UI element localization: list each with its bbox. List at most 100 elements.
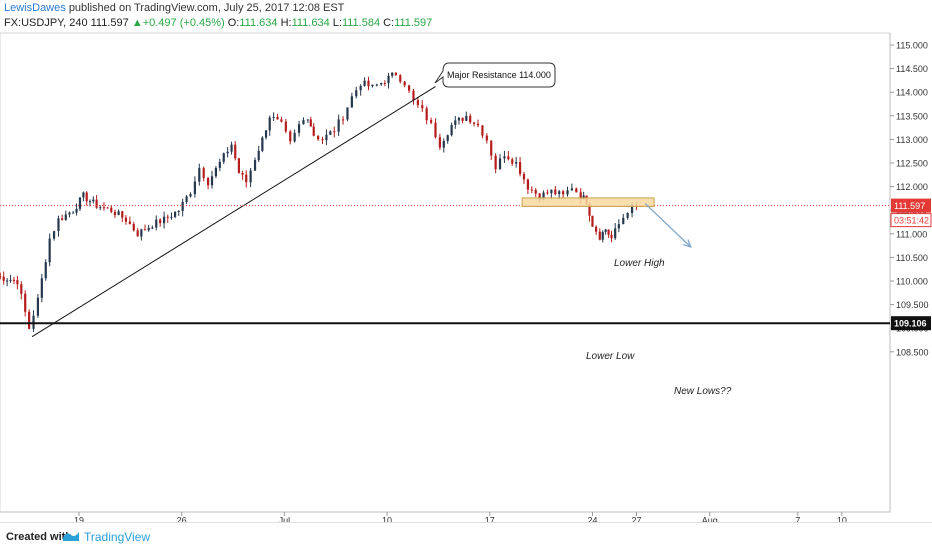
candle-body bbox=[312, 126, 315, 136]
y-tick-label: 114.500 bbox=[896, 64, 928, 74]
candle-body bbox=[321, 139, 324, 141]
candle-body bbox=[383, 82, 386, 84]
x-tick-label: Aug bbox=[702, 515, 718, 522]
candle-body bbox=[469, 115, 472, 123]
candle-body bbox=[538, 193, 541, 200]
candle-body bbox=[350, 96, 353, 108]
candle-body bbox=[498, 158, 502, 170]
lower-high-label: Lower High bbox=[614, 258, 665, 269]
candle-body bbox=[68, 212, 71, 215]
candle-body bbox=[522, 173, 526, 180]
candle-body bbox=[206, 177, 210, 186]
candle-body bbox=[44, 262, 47, 279]
high-value: 111.634 bbox=[291, 17, 330, 29]
candle-body bbox=[367, 80, 370, 87]
candle-body bbox=[82, 192, 85, 198]
tradingview-brand[interactable]: TradingView bbox=[84, 530, 151, 544]
candle-body bbox=[173, 211, 177, 217]
candle-body bbox=[170, 216, 173, 218]
candle-body bbox=[403, 81, 406, 86]
candle-body bbox=[230, 144, 233, 152]
candle-body bbox=[341, 119, 345, 121]
candle-body bbox=[601, 231, 604, 240]
candle-body bbox=[16, 280, 19, 285]
candle-body bbox=[503, 156, 506, 159]
candle-body bbox=[391, 72, 394, 76]
chart-header: LewisDawes published on TradingView.com,… bbox=[4, 2, 344, 14]
candle-body bbox=[442, 140, 445, 148]
candle-body bbox=[143, 229, 147, 231]
candle-body bbox=[128, 221, 131, 225]
candle-body bbox=[2, 276, 5, 281]
candle-body bbox=[481, 125, 484, 136]
candle-body bbox=[562, 191, 565, 195]
y-tick-label: 113.000 bbox=[896, 135, 928, 145]
candle-body bbox=[446, 135, 449, 141]
candle-body bbox=[614, 228, 617, 239]
y-tick-label: 110.000 bbox=[896, 277, 928, 287]
candle-body bbox=[20, 284, 23, 294]
projection-arrowhead bbox=[682, 239, 692, 249]
price-badge-label: 111.597 bbox=[894, 201, 925, 211]
y-tick-label: 112.500 bbox=[896, 159, 928, 169]
symbol-label[interactable]: FX:USDJPY, 240 bbox=[4, 17, 88, 29]
price-chart[interactable]: 115.000 114.500 114.000 113.500 113.000 112.5… bbox=[0, 0, 932, 522]
candle-body bbox=[280, 119, 283, 122]
candle-body bbox=[241, 172, 244, 175]
last-price: 111.597 bbox=[90, 17, 129, 29]
candle-body bbox=[162, 216, 166, 224]
candle-body bbox=[64, 214, 67, 220]
candle-body bbox=[317, 135, 320, 140]
candle-body bbox=[494, 155, 497, 170]
y-tick-label: 110.500 bbox=[896, 253, 928, 263]
candle-body bbox=[147, 227, 150, 231]
candle-body bbox=[530, 189, 533, 191]
candle-body bbox=[570, 188, 574, 191]
candle-body bbox=[202, 168, 205, 178]
countdown-badge-label: 03:51:42 bbox=[894, 216, 929, 226]
candle-body bbox=[355, 90, 358, 97]
candle-body bbox=[136, 230, 139, 237]
candle-body bbox=[132, 224, 135, 231]
candle-body bbox=[359, 85, 362, 91]
close-label: C: bbox=[383, 17, 395, 29]
candle-body bbox=[297, 124, 301, 133]
candle-body bbox=[598, 231, 601, 240]
high-label: H: bbox=[280, 17, 292, 29]
candle-body bbox=[329, 131, 332, 135]
candle-body bbox=[511, 159, 514, 164]
candle-body bbox=[518, 162, 522, 174]
close-value: 111.597 bbox=[394, 17, 433, 29]
candle-body bbox=[425, 108, 428, 121]
author-link[interactable]: LewisDawes bbox=[4, 2, 66, 14]
y-tick-label: 114.000 bbox=[896, 88, 928, 98]
candle-body bbox=[113, 211, 117, 216]
candle-body bbox=[140, 229, 143, 237]
candle-body bbox=[626, 213, 629, 218]
candle-body bbox=[394, 72, 397, 76]
candle-body bbox=[151, 227, 154, 229]
candle-body bbox=[309, 119, 312, 127]
candle-body bbox=[24, 293, 27, 312]
candle-body bbox=[72, 212, 75, 214]
candle-body bbox=[166, 216, 169, 218]
candle-body bbox=[302, 120, 305, 125]
candle-body bbox=[92, 199, 95, 202]
candle-body bbox=[337, 119, 340, 132]
candle-body bbox=[198, 168, 201, 182]
candle-body bbox=[591, 215, 594, 227]
candle-body bbox=[550, 189, 553, 194]
candle-body bbox=[346, 107, 349, 120]
open-value: 111.634 bbox=[239, 17, 278, 29]
ohlc-legend: FX:USDJPY, 240 111.597 ▲+0.497 (+0.45%) … bbox=[4, 17, 432, 29]
candle-body bbox=[121, 211, 124, 218]
candle-body bbox=[558, 191, 561, 195]
candle-body bbox=[429, 120, 433, 123]
candle-body bbox=[375, 84, 378, 86]
candle-body bbox=[222, 153, 225, 162]
candle-body bbox=[264, 130, 268, 138]
candle-body bbox=[534, 189, 537, 194]
projection-arrow bbox=[644, 203, 692, 248]
candle-body bbox=[582, 195, 585, 200]
x-tick-label: 7 bbox=[795, 515, 800, 522]
